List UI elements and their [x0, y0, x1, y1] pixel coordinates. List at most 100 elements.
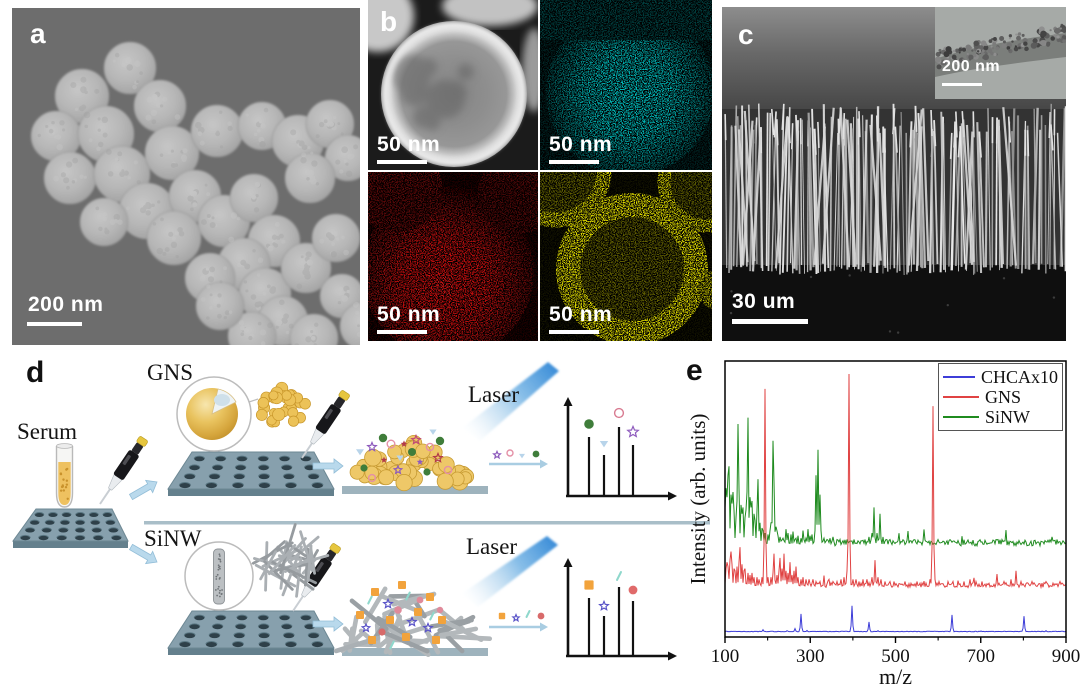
molecule-square-icon [426, 593, 434, 601]
panel-a-scalebar [27, 322, 82, 326]
molecule-square-icon [368, 636, 376, 644]
molecule-square-icon [498, 612, 506, 620]
molecule-square-icon [438, 616, 446, 624]
molecule-triangle-icon [599, 441, 609, 448]
mini-spectrum-gns [563, 397, 677, 501]
pipette-icon [99, 436, 148, 505]
sinw-label: SiNW [144, 526, 202, 551]
molecule-dot-icon [423, 468, 431, 476]
x-tick-label: 300 [796, 646, 825, 667]
nanoparticle-cluster [30, 41, 360, 345]
molecule-slash-icon [525, 610, 531, 618]
scalebar [549, 160, 599, 164]
molecule-dot-icon [360, 464, 368, 472]
molecule-triangle-icon [519, 453, 525, 459]
x-tick-label: 100 [711, 646, 740, 667]
molecule-ring-icon [425, 442, 435, 452]
molecule-square-icon [432, 636, 440, 644]
panel-a-scalebar-text: 200 nm [28, 293, 104, 316]
red-elemental-map [368, 172, 538, 341]
x-tick-label: 500 [881, 646, 910, 667]
molecule-triangle-icon [396, 455, 404, 461]
silicon-nanowire-icon [213, 548, 225, 605]
molecule-dot-icon [416, 596, 424, 604]
molecule-star-icon [382, 597, 394, 609]
gns-sample-pile [349, 429, 475, 492]
mini-spectrum-sinw [563, 558, 677, 661]
flow-arrow-icon [312, 616, 344, 632]
molecule-ring-icon [506, 449, 514, 457]
molecule-square-icon [386, 616, 394, 624]
gns-magnifier [176, 376, 259, 452]
chcax10-spectrum-line [724, 605, 1067, 633]
panel-a: a 200 nm [12, 8, 360, 345]
legend-entry-sinw: SiNW [943, 407, 1058, 427]
well-plate-sinw [167, 610, 335, 655]
desorption-arrow-icon [489, 622, 548, 632]
molecule-square-icon [398, 581, 406, 589]
flow-arrow-icon [312, 458, 344, 474]
panel-b-quadrant-yellow-map: 50 nm [540, 172, 712, 341]
sinw-spectrum-line [724, 417, 1067, 548]
laser-top-label: Laser [468, 382, 520, 407]
mass-spectra-plot: 100 300 500 700 900 m/z Intensity (arb. units) [686, 360, 1080, 686]
sinw-cluster-icon [251, 523, 330, 598]
molecule-ring-icon [367, 473, 377, 483]
molecule-dot-icon [394, 606, 402, 614]
flying-molecules [498, 610, 545, 623]
molecule-ring-icon [443, 465, 453, 475]
legend-line-red [943, 396, 979, 398]
molecule-star-icon [598, 599, 610, 611]
panel-b-quadrant-red-map: 50 nm [368, 172, 538, 341]
molecule-star-icon [360, 622, 372, 633]
yellow-elemental-map [540, 172, 712, 341]
serum-label: Serum [17, 419, 78, 444]
panel-c-inset-tem: 200 nm [935, 7, 1066, 99]
molecule-dot-icon [584, 419, 594, 429]
molecule-slash-icon [405, 591, 411, 601]
laser-bottom-label: Laser [466, 534, 518, 559]
scalebar [377, 160, 427, 164]
scalebar-text: 50 nm [549, 133, 613, 156]
desorption-arrow-icon [489, 459, 548, 469]
molecule-triangle-icon [356, 449, 364, 456]
molecule-star-icon [626, 424, 640, 438]
molecule-slash-icon [616, 571, 622, 581]
scalebar [549, 330, 599, 334]
well-plate-serum [12, 508, 129, 548]
legend-entry-chca: CHCAx10 [943, 367, 1058, 387]
molecule-slash-icon [429, 611, 435, 621]
flow-arrow-icon [128, 479, 158, 501]
molecule-slash-icon [389, 640, 395, 650]
panel-b-quadrant-cyan-map: 50 nm [540, 0, 712, 170]
panel-c-label: c [738, 19, 754, 50]
panel-b-quadrant-stem: b 50 nm [368, 0, 538, 170]
molecule-square-icon [356, 611, 364, 619]
legend-label: SiNW [985, 407, 1030, 427]
panel-b-label: b [380, 6, 398, 37]
molecule-dot-icon [435, 436, 445, 446]
inset-scalebar [942, 83, 982, 86]
substrate-bar [342, 648, 488, 656]
plot-legend: CHCAx10 GNS SiNW [938, 363, 1063, 431]
legend-entry-gns: GNS [943, 387, 1058, 407]
molecule-slash-icon [367, 595, 373, 605]
substrate-bar [342, 486, 488, 494]
panel-e: 100 300 500 700 900 m/z Intensity (arb. units)… [680, 350, 1080, 686]
x-tick-label: 700 [967, 646, 996, 667]
molecule-square-icon [402, 633, 410, 641]
legend-line-green [943, 416, 979, 418]
molecule-dot-icon [378, 433, 388, 443]
stem-image [368, 0, 538, 170]
molecule-dot-icon [378, 628, 386, 636]
panel-a-label: a [30, 18, 46, 49]
molecule-square-icon [414, 608, 422, 616]
legend-line-blue [943, 376, 975, 378]
flow-arrow-icon [128, 543, 158, 565]
sinw-sample-pile [333, 581, 493, 657]
molecule-star-icon [392, 464, 404, 475]
pipette-icon [292, 543, 341, 612]
molecule-dot-icon [436, 606, 444, 614]
molecule-dot-icon [532, 450, 540, 458]
